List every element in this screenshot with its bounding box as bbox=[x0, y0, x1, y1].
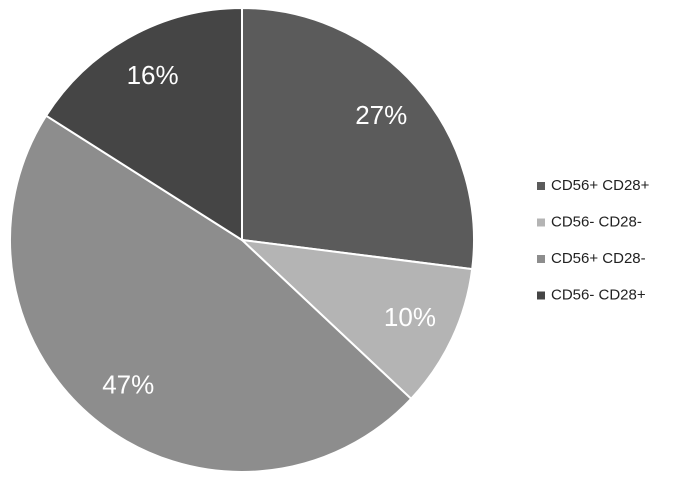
legend-marker bbox=[537, 291, 545, 300]
pie-slice bbox=[44, 6, 243, 242]
legend-label: CD56+ CD28+ bbox=[551, 177, 650, 194]
data-label: 10% bbox=[384, 302, 436, 332]
legend-marker bbox=[537, 218, 545, 227]
legend-marker bbox=[537, 255, 545, 263]
legend-label: CD56- CD28+ bbox=[551, 286, 646, 303]
pie-slice bbox=[9, 114, 413, 473]
legend-marker bbox=[537, 182, 545, 190]
data-label: 16% bbox=[127, 60, 179, 90]
legend-label: CD56- CD28- bbox=[551, 213, 642, 230]
pie-slice bbox=[239, 238, 474, 401]
data-label: 47% bbox=[102, 370, 154, 400]
legend-label: CD56+ CD28- bbox=[551, 250, 646, 267]
pie-slice bbox=[241, 6, 475, 271]
data-label: 27% bbox=[355, 100, 407, 130]
